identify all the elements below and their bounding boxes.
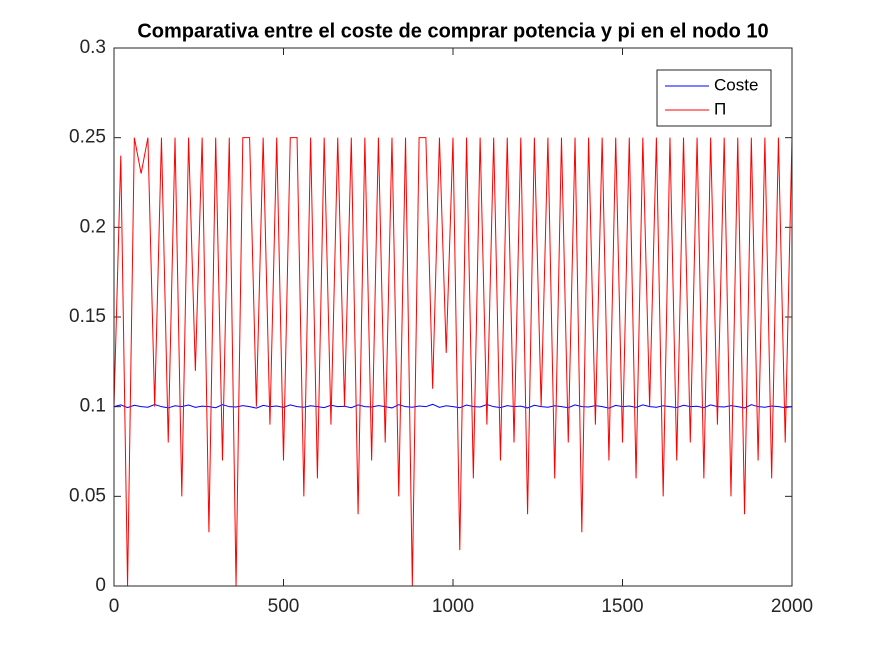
chart-title: Comparativa entre el coste de comprar po… xyxy=(137,20,768,42)
x-tick-label: 1000 xyxy=(432,596,474,617)
y-tick-label: 0.25 xyxy=(69,127,106,148)
x-tick-label: 0 xyxy=(109,596,120,617)
legend-box xyxy=(656,69,772,127)
y-tick-label: 0.05 xyxy=(69,485,106,506)
x-tick-label: 1500 xyxy=(601,596,643,617)
y-tick-label: 0.1 xyxy=(80,396,106,417)
series-line xyxy=(113,137,793,587)
series-line xyxy=(113,403,793,409)
legend-label: Π xyxy=(714,99,726,118)
y-tick-label: 0.3 xyxy=(80,37,106,58)
plot-frame xyxy=(113,47,793,587)
legend-label: Coste xyxy=(714,75,758,94)
y-tick-label: 0 xyxy=(95,575,106,596)
y-tick-label: 0.2 xyxy=(80,216,106,237)
y-tick-label: 0.15 xyxy=(69,306,106,327)
x-tick-label: 500 xyxy=(268,596,300,617)
x-tick-label: 2000 xyxy=(771,596,813,617)
